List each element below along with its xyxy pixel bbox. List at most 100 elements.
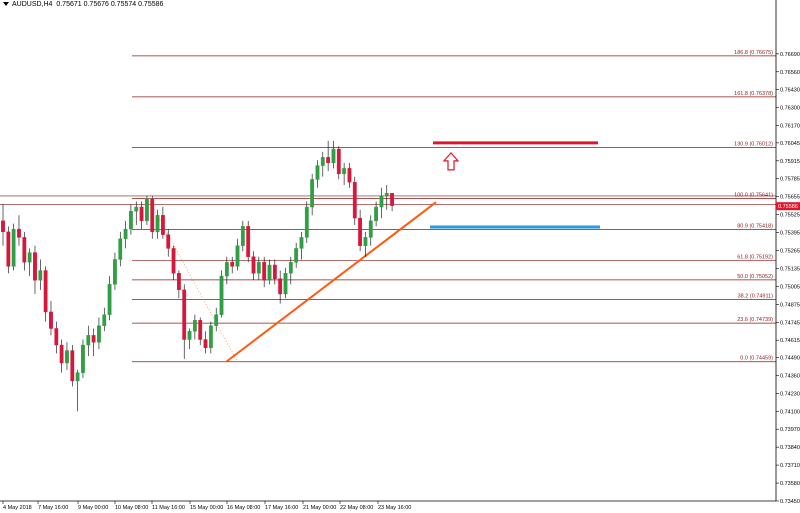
x-tick-label: 10 May 08:00	[115, 505, 148, 511]
candle	[139, 201, 144, 230]
candle	[235, 238, 240, 271]
candle	[256, 256, 261, 281]
candle-body	[342, 168, 347, 175]
candle	[192, 314, 197, 340]
candle	[59, 339, 64, 373]
candle	[107, 276, 112, 321]
candle	[6, 226, 11, 274]
candle-body	[33, 252, 37, 281]
candle-body	[187, 331, 192, 340]
symbol-label: AUDUSD,H4	[12, 1, 53, 8]
candle-body	[17, 228, 21, 238]
candle-body	[224, 262, 229, 277]
candle-body	[251, 256, 256, 274]
candle-body	[65, 350, 69, 364]
candle	[49, 300, 53, 336]
candle-body	[134, 206, 139, 212]
y-tick-label: 0.76430	[780, 88, 800, 94]
chart-header: AUDUSD,H4 0.75671 0.75676 0.75574 0.7558…	[3, 1, 163, 8]
candle	[187, 328, 192, 350]
candle	[17, 215, 21, 246]
candle-body	[363, 237, 368, 246]
candle-body	[256, 262, 261, 274]
candle-body	[54, 328, 59, 346]
candle	[97, 317, 101, 350]
candle-body	[320, 157, 325, 166]
y-tick-label: 0.74490	[780, 355, 800, 361]
candle-body	[374, 206, 378, 222]
candle-body	[214, 314, 219, 326]
y-tick-label: 0.76170	[780, 124, 800, 130]
x-tick-label: 21 May 00:00	[303, 505, 336, 511]
candle-body	[113, 259, 117, 285]
candles	[1, 140, 394, 412]
x-tick-label: 15 May 00:00	[190, 505, 223, 511]
candle	[129, 204, 133, 235]
candle-body	[102, 314, 107, 326]
y-tick-label: 0.75655	[780, 195, 800, 201]
candle	[288, 256, 293, 285]
candle-body	[176, 273, 181, 291]
candle	[294, 242, 299, 268]
trendline-layer	[225, 201, 437, 363]
candle-body	[75, 372, 80, 382]
candle-body	[240, 226, 245, 246]
y-tick-label: 0.76300	[780, 106, 800, 112]
candle	[11, 223, 16, 271]
up-arrow-icon	[442, 151, 460, 171]
candle	[230, 256, 235, 274]
candle	[145, 195, 149, 225]
y-tick-label: 0.75005	[780, 284, 800, 290]
candle	[358, 209, 363, 252]
candle-body	[331, 148, 336, 164]
candle	[299, 231, 304, 260]
current-price-tag	[776, 202, 800, 211]
y-tick-label: 0.74360	[780, 373, 800, 379]
candle-body	[118, 238, 123, 260]
candle	[102, 307, 107, 332]
candle	[214, 307, 219, 332]
candle-body	[155, 215, 160, 233]
current-price-label: 0.75586	[778, 204, 798, 210]
candle	[384, 184, 389, 210]
candle	[38, 259, 43, 290]
ohlc-values: 0.75671 0.75676 0.75574 0.75586	[56, 1, 164, 8]
candle	[352, 176, 357, 225]
candle	[310, 173, 315, 216]
candle	[304, 201, 309, 243]
candle	[224, 256, 229, 285]
candle-body	[230, 262, 235, 267]
candle-body	[347, 168, 352, 183]
fib-diagonal	[146, 195, 238, 362]
x-tick-label: 23 May 16:00	[378, 505, 411, 511]
candle-body	[288, 262, 293, 274]
candle-body	[81, 344, 85, 373]
dropdown-triangle-icon[interactable]	[3, 2, 9, 7]
x-tick-label: 17 May 16:00	[265, 505, 298, 511]
candle-body	[6, 231, 11, 267]
candle-body	[123, 228, 128, 239]
candle	[182, 284, 187, 359]
candle-body	[129, 210, 133, 230]
y-tick-label: 0.73580	[780, 481, 800, 487]
candle	[155, 209, 160, 239]
candle-body	[272, 264, 277, 279]
y-tick-label: 0.75915	[780, 159, 800, 165]
candle-body	[22, 237, 27, 263]
candle	[123, 220, 128, 249]
fib-label: 186.8 (0.76675)	[734, 50, 773, 56]
candle-body	[1, 220, 5, 233]
candle-body	[304, 206, 309, 238]
candle-body	[299, 237, 304, 249]
candle-body	[27, 252, 32, 263]
fib-label: 80.9 (0.75418)	[737, 223, 773, 229]
candle	[160, 207, 165, 239]
candle	[134, 201, 139, 225]
candle	[203, 331, 208, 354]
y-tick-label: 0.75265	[780, 249, 800, 255]
fib-label: 23.6 (0.74739)	[737, 317, 773, 323]
candle	[65, 342, 69, 370]
candle	[331, 140, 336, 169]
